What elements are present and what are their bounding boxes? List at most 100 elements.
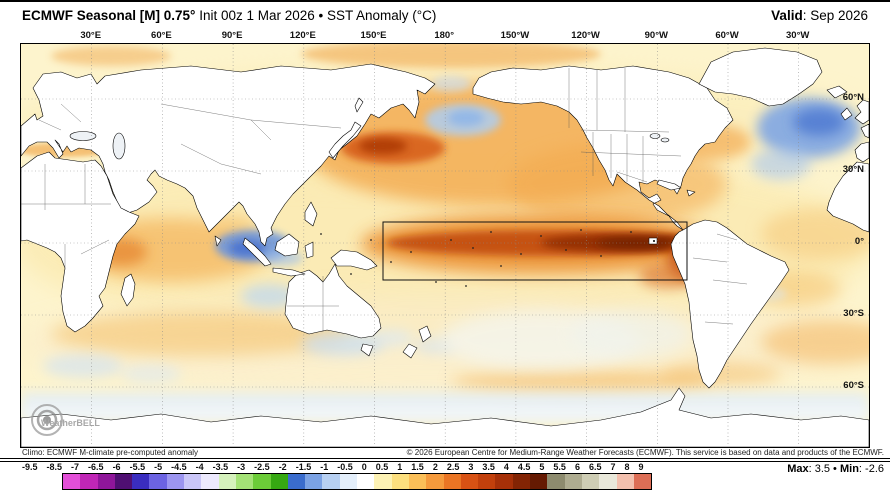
- colorbar-segment: [253, 474, 271, 489]
- landmass-north-america: [472, 65, 734, 231]
- colorbar-tick-label: -8.5: [46, 462, 63, 472]
- landmass-south-america: [670, 219, 790, 389]
- colorbar-tick-label: -3: [237, 462, 246, 472]
- max-value: : 3.5: [808, 463, 830, 475]
- lon-label: 150°E: [360, 30, 387, 41]
- colorbar-segment: [581, 474, 600, 489]
- landmass-antarctica: [20, 387, 870, 448]
- island-ireland: [840, 107, 853, 121]
- colorbar-tick-label: 6: [574, 462, 580, 472]
- colorbar-tick-label: 1: [397, 462, 403, 472]
- colorbar-segment: [149, 474, 167, 489]
- lat-label: 0°: [854, 236, 864, 247]
- colorbar-tick-label: 1.5: [411, 462, 424, 472]
- colorbar-tick-label: -4: [195, 462, 204, 472]
- island-sumatra: [242, 237, 272, 267]
- colorbar-segment: [391, 474, 409, 489]
- island-new-guinea: [330, 249, 378, 271]
- lat-label: 30°S: [843, 308, 864, 319]
- colorbar-segment: [322, 474, 340, 489]
- colorbar: [62, 473, 652, 490]
- colorbar-tick-label: -1: [320, 462, 329, 472]
- lon-label: 120°W: [571, 30, 600, 41]
- page-title-rest: Init 00z 1 Mar 2026 • SST Anomaly (°C): [195, 8, 437, 23]
- colorbar-segment: [166, 474, 185, 489]
- colorbar-tick-label: 3.5: [482, 462, 495, 472]
- lon-label: 30°E: [80, 30, 102, 41]
- min-value: : -2.6: [858, 463, 884, 475]
- lat-label: 60°N: [842, 92, 864, 103]
- world-map: WeatherBELL: [15, 40, 890, 454]
- colorbar-scale-labels: -9.5 -8.5 -7 -6.5 -6 -5.5 -5 -4.5 -4 -3.5 -3 -2.5 -2…: [22, 462, 644, 472]
- colorbar-tick-label: 4.5: [517, 462, 531, 472]
- great-lake-1: [649, 133, 661, 139]
- colorbar-segment: [97, 474, 115, 489]
- colorbar-tick-label: -5.5: [129, 462, 146, 472]
- landmass-africa: [20, 151, 140, 333]
- colorbar-segment: [512, 474, 531, 489]
- colorbar-tick-label: 6.5: [588, 462, 602, 472]
- lon-label: 180°: [434, 30, 455, 41]
- colorbar-tick-label: -1.5: [295, 462, 312, 472]
- land-layer: [20, 47, 870, 448]
- colorbar-tick-label: -2: [278, 462, 287, 472]
- colorbar-segment: [599, 474, 617, 489]
- maxmin-separator: •: [830, 463, 840, 475]
- island-sri-lanka: [214, 235, 222, 247]
- colorbar-tick-label: 5: [539, 462, 545, 472]
- colorbar-tick-label: -4.5: [171, 462, 187, 472]
- min-label: Min: [839, 463, 859, 475]
- colorbar-segment: [339, 474, 358, 489]
- climo-attribution: Climo: ECMWF M-climate pre-computed anom…: [22, 448, 199, 457]
- colorbar-tick-label: 0: [361, 462, 367, 472]
- island-tasmania: [360, 343, 374, 357]
- colorbar-tick-label: 2.5: [446, 462, 460, 472]
- colorbar-segment: [114, 474, 133, 489]
- page-title: ECMWF Seasonal [M] 0.75° Init 00z 1 Mar …: [22, 8, 436, 23]
- max-label: Max: [787, 463, 809, 475]
- lon-label: 150°W: [500, 30, 530, 41]
- island-borneo: [274, 233, 300, 257]
- landmass-australia: [284, 263, 382, 339]
- map-area: WeatherBELL 60°N 30°N 0° 30°S 60°S: [15, 40, 890, 454]
- valid-label: Valid: [771, 8, 803, 23]
- island-philippines: [304, 201, 318, 227]
- island-sulawesi: [304, 241, 314, 259]
- colorbar-tick-label: 2: [432, 462, 438, 472]
- island-new-zealand-south: [402, 343, 418, 359]
- colorbar-tick-label: -6: [112, 462, 121, 472]
- lat-label: 30°N: [842, 164, 864, 175]
- island-madagascar: [120, 273, 136, 307]
- colorbar-segment: [357, 474, 375, 489]
- colorbar-segment: [80, 474, 98, 489]
- colorbar-segment: [495, 474, 513, 489]
- island-specks: [320, 229, 632, 287]
- island-cuba: [656, 179, 682, 191]
- colorbar-tick-label: 4: [503, 462, 509, 472]
- colorbar-segment: [184, 474, 202, 489]
- galapagos-marker: [648, 237, 658, 245]
- colorbar-tick-label: -6.5: [88, 462, 104, 472]
- island-iceland: [826, 85, 848, 99]
- island-new-zealand-north: [418, 325, 432, 343]
- colorbar-segment: [443, 474, 461, 489]
- colorbar-tick-label: -2.5: [254, 462, 270, 472]
- page-title-bold: ECMWF Seasonal [M] 0.75°: [22, 8, 196, 23]
- black-sea: [69, 131, 97, 141]
- divider-line-top: [0, 458, 890, 459]
- colorbar-segment: [63, 474, 81, 489]
- island-java: [272, 267, 306, 277]
- nino-region-box: [382, 221, 688, 281]
- colorbar-tick-label: -7: [71, 462, 80, 472]
- colorbar-tick-label: 0.5: [375, 462, 389, 472]
- colorbar-tick-label: 9: [638, 462, 644, 472]
- colorbar-segment: [374, 474, 392, 489]
- country-borders: [21, 68, 748, 332]
- colorbar-segment: [287, 474, 306, 489]
- graticule: [21, 44, 869, 447]
- divider-line-bottom: [0, 461, 890, 462]
- island-sakhalin: [354, 97, 364, 113]
- colorbar-tick-label: 5.5: [553, 462, 566, 472]
- caspian-sea: [112, 132, 126, 160]
